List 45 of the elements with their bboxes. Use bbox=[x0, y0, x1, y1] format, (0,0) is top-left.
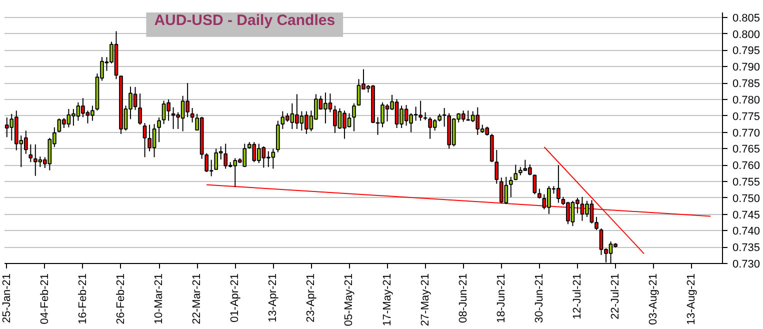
candlestick bbox=[538, 188, 542, 200]
candlestick bbox=[190, 107, 194, 123]
y-tick-label: 0.735 bbox=[732, 242, 760, 254]
candlestick bbox=[514, 164, 518, 181]
candlestick bbox=[157, 116, 161, 143]
x-tick-label: 05-May-21 bbox=[343, 274, 356, 326]
y-tick-label: 0.800 bbox=[732, 28, 760, 41]
x-tick-label: 22-Jul-21 bbox=[610, 274, 622, 320]
y-tick-label: 0.765 bbox=[732, 144, 760, 156]
y-tick-label: 0.740 bbox=[732, 226, 760, 238]
x-tick-label: 13-Aug-21 bbox=[686, 273, 698, 325]
x-tick-label: 12-Jul-21 bbox=[571, 274, 584, 320]
y-tick-label: 0.805 bbox=[732, 12, 760, 24]
candlestick bbox=[494, 149, 499, 184]
x-tick-label: 25-Jan-21 bbox=[0, 273, 13, 324]
y-tick-label: 0.750 bbox=[732, 192, 760, 205]
y-tick-label: 0.780 bbox=[732, 94, 760, 106]
y-tick-label: 0.785 bbox=[732, 78, 760, 90]
y-tick-label: 0.795 bbox=[732, 45, 760, 58]
x-tick-label: 22-Mar-21 bbox=[191, 273, 204, 324]
y-tick-label: 0.730 bbox=[732, 258, 760, 270]
y-tick-label: 0.745 bbox=[732, 209, 760, 222]
y-tick-label: 0.775 bbox=[732, 110, 760, 123]
x-tick-label: 23-Apr-21 bbox=[305, 273, 318, 322]
candlestick bbox=[28, 144, 33, 163]
y-tick-label: 0.770 bbox=[732, 127, 760, 140]
candlestick bbox=[138, 93, 142, 126]
x-tick-label: 10-Mar-21 bbox=[153, 273, 166, 324]
x-tick-label: 04-Feb-21 bbox=[38, 273, 51, 324]
x-tick-label: 08-Jun-21 bbox=[457, 273, 470, 324]
y-tick-label: 0.760 bbox=[732, 160, 760, 172]
candlestick bbox=[508, 176, 513, 198]
x-tick-label: 26-Feb-21 bbox=[114, 273, 127, 324]
chart-title: AUD-USD - Daily Candles bbox=[154, 12, 336, 29]
x-tick-label: 13-Apr-21 bbox=[267, 273, 280, 322]
y-tick-label: 0.755 bbox=[732, 176, 760, 188]
x-tick-label: 01-Apr-21 bbox=[229, 273, 242, 322]
y-tick-label: 0.790 bbox=[732, 62, 760, 74]
x-tick-label: 18-Jun-21 bbox=[495, 273, 508, 324]
x-tick-label: 03-Aug-21 bbox=[648, 273, 660, 325]
candlestick bbox=[352, 102, 356, 132]
x-tick-label: 27-May-21 bbox=[419, 274, 432, 326]
x-tick-label: 30-Jun-21 bbox=[533, 273, 546, 324]
x-tick-label: 16-Feb-21 bbox=[76, 273, 89, 324]
x-tick-label: 17-May-21 bbox=[381, 274, 394, 326]
